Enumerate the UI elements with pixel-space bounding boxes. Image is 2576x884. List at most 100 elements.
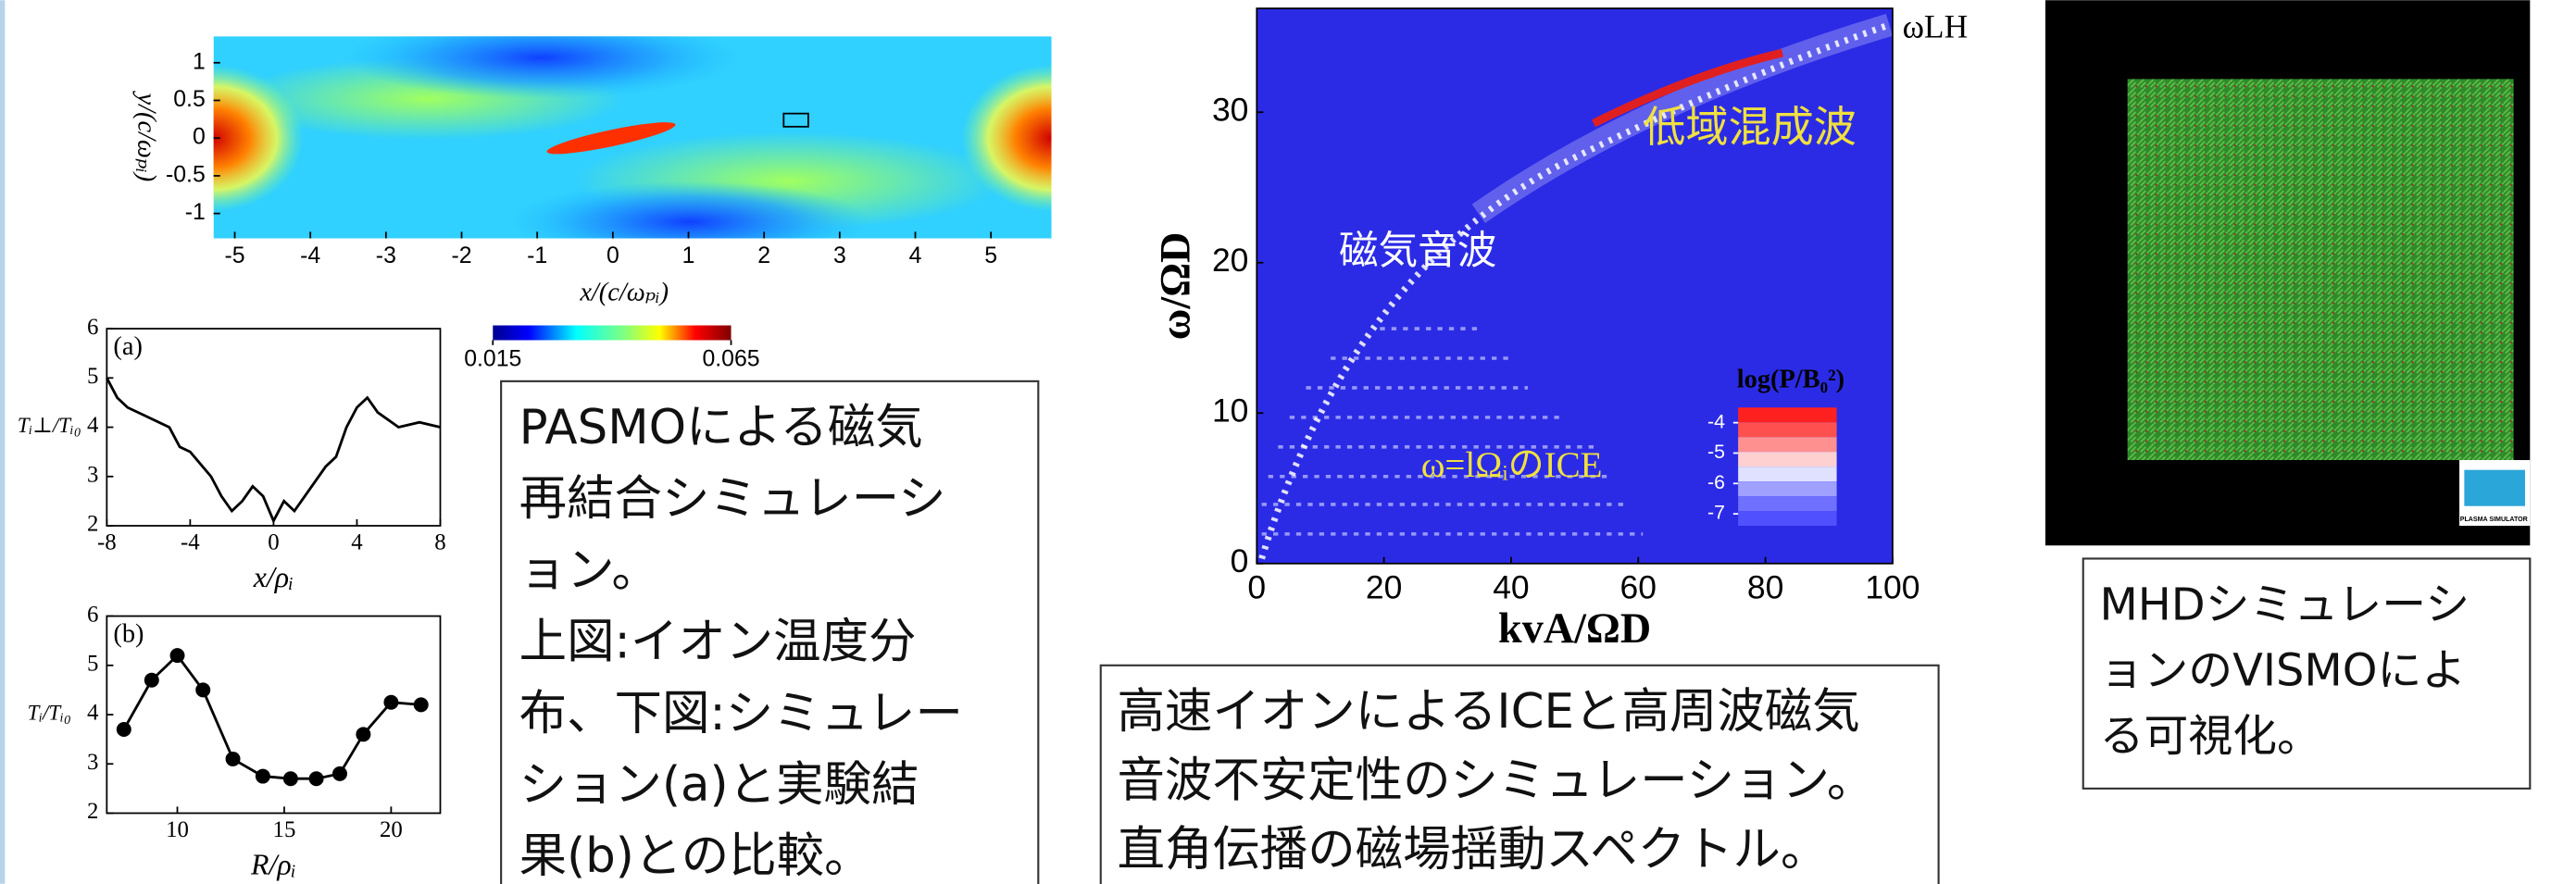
y-axis-label: Tᵢ/Tᵢ₀ bbox=[28, 700, 71, 724]
x-axis-label: kvA/ΩD bbox=[1498, 604, 1651, 652]
y-tick-label: 2 bbox=[87, 512, 98, 537]
page: {"chart_data": [ {"type": "heatmap", "xl… bbox=[0, 0, 2576, 884]
plot-frame bbox=[106, 616, 440, 814]
y-tick-label: -0.5 bbox=[166, 162, 206, 187]
x-tick-label: -5 bbox=[224, 243, 244, 268]
caption-line: 直角伝播の磁場揺動スペクトル。 bbox=[1117, 822, 1828, 878]
data-point bbox=[256, 769, 270, 784]
edge bbox=[0, 0, 5, 884]
caption-line: MHDシミュレーシ bbox=[2099, 580, 2470, 631]
data-line bbox=[106, 378, 440, 520]
x-tick-label: -4 bbox=[300, 243, 320, 268]
x-tick-label: 2 bbox=[757, 243, 770, 268]
x-axis-label: x/(c/ωₚᵢ) bbox=[579, 278, 669, 306]
data-point bbox=[195, 682, 210, 697]
caption-line: る可視化。 bbox=[2099, 712, 2320, 763]
x-tick-label: 0 bbox=[606, 243, 619, 268]
x-tick-label: 5 bbox=[984, 243, 997, 268]
data-point bbox=[283, 771, 298, 786]
y-tick-label: 6 bbox=[87, 602, 98, 627]
y-tick-label: 3 bbox=[87, 750, 98, 775]
colorbar-band bbox=[1738, 496, 1836, 511]
heatmap-image bbox=[123, 17, 1142, 263]
x-tick-label: 60 bbox=[1620, 569, 1657, 606]
colorbar bbox=[493, 326, 731, 341]
y-tick-label: 4 bbox=[87, 413, 99, 438]
y-tick-label: 0 bbox=[193, 125, 206, 150]
caption-line: 高速イオンによるICEと高周波磁気 bbox=[1117, 684, 1859, 740]
x-tick-label: 0 bbox=[1247, 569, 1266, 606]
y-tick-label: 6 bbox=[87, 315, 98, 340]
caption-line: 音波不安定性のシミュレーション。 bbox=[1117, 753, 1874, 809]
annotation: ω=lΩᵢのICE bbox=[1421, 445, 1603, 485]
annotation: ωLH bbox=[1903, 7, 1969, 44]
logo-text: PLASMA SIMULATOR bbox=[2460, 516, 2528, 523]
x-axis-label: x/ρᵢ bbox=[253, 561, 294, 593]
y-tick-label: 0.5 bbox=[173, 87, 206, 112]
data-point bbox=[332, 766, 347, 781]
x-tick-label: -8 bbox=[97, 530, 117, 555]
y-tick-label: 10 bbox=[1212, 392, 1248, 430]
colorbar-title: log(P/B₀²) bbox=[1737, 365, 1844, 393]
annotation: 低域混成波 bbox=[1643, 104, 1857, 151]
y-tick-label: 2 bbox=[87, 799, 98, 824]
data-point bbox=[226, 752, 241, 766]
data-point bbox=[144, 673, 159, 688]
colorbar-band bbox=[1738, 452, 1836, 467]
x-tick-label: -2 bbox=[451, 243, 471, 268]
colorbar-band bbox=[1738, 467, 1836, 481]
x-axis-label: R/ρᵢ bbox=[250, 848, 296, 880]
x-tick-label: 20 bbox=[380, 817, 403, 842]
y-tick-label: 0 bbox=[1231, 542, 1249, 579]
colorbar-label: -4 bbox=[1707, 410, 1725, 432]
colorbar-band bbox=[1738, 422, 1836, 437]
x-tick-label: 0 bbox=[268, 530, 279, 555]
data-point bbox=[414, 697, 429, 712]
data-point bbox=[309, 771, 324, 786]
x-tick-label: 3 bbox=[833, 243, 846, 268]
y-axis-label: y/(c/ωₚᵢ) bbox=[132, 91, 161, 182]
caption-line: ョン。 bbox=[519, 542, 659, 598]
colorbar-band bbox=[1738, 437, 1836, 452]
caption-line: ョンのVISMOによ bbox=[2099, 646, 2466, 697]
x-tick-label: 4 bbox=[909, 243, 922, 268]
panel-label: (b) bbox=[113, 619, 144, 648]
caption-line: PASMOによる磁気 bbox=[519, 400, 923, 455]
caption-line: 布、下図:シミュレー bbox=[519, 686, 963, 741]
panel-label: (a) bbox=[113, 332, 142, 361]
x-tick-label: -3 bbox=[376, 243, 396, 268]
x-tick-label: 4 bbox=[351, 530, 363, 555]
x-tick-label: 100 bbox=[1865, 569, 1919, 606]
y-axis-label: Tᵢ⊥/Tᵢ₀ bbox=[18, 413, 81, 437]
y-tick-label: -1 bbox=[185, 200, 206, 225]
colorbar-label: -7 bbox=[1707, 502, 1725, 524]
y-tick-label: 5 bbox=[87, 651, 98, 676]
x-tick-label: -4 bbox=[181, 530, 200, 555]
vismo-image: PLASMA SIMULATOR bbox=[2045, 0, 2530, 545]
annotation: 磁気音波 bbox=[1339, 230, 1496, 273]
data-point bbox=[117, 722, 131, 737]
x-tick-label: 20 bbox=[1366, 569, 1402, 606]
x-tick-label: -1 bbox=[527, 243, 547, 268]
x-tick-label: 80 bbox=[1747, 569, 1783, 606]
colorbar-label: -5 bbox=[1707, 441, 1725, 463]
y-axis-label: ω/ΩD bbox=[1151, 232, 1198, 341]
caption-line: 果(b)との比較。 bbox=[519, 828, 872, 884]
x-tick-label: 10 bbox=[166, 817, 189, 842]
x-tick-label: 8 bbox=[434, 530, 445, 555]
y-tick-label: 20 bbox=[1212, 242, 1248, 279]
colorbar-label: 0.015 bbox=[464, 346, 521, 371]
y-tick-label: 30 bbox=[1212, 92, 1248, 129]
x-tick-label: 15 bbox=[273, 817, 296, 842]
y-tick-label: 4 bbox=[87, 701, 99, 726]
data-line bbox=[124, 655, 421, 778]
plot-frame bbox=[106, 329, 440, 526]
data-point bbox=[356, 727, 370, 741]
colorbar-band bbox=[1738, 511, 1836, 526]
x-tick-label: 1 bbox=[682, 243, 695, 268]
caption-line: 上図:イオン温度分 bbox=[519, 615, 917, 670]
caption-line: ション(a)と実験結 bbox=[519, 757, 919, 813]
y-tick-label: 5 bbox=[87, 364, 98, 389]
y-tick-label: 1 bbox=[193, 49, 206, 74]
slide: PLASMA SIMULATOR -5 -4 -3 -2 -1 0 1 2 3 4 5 -1 -0.5 0… bbox=[0, 0, 2576, 884]
